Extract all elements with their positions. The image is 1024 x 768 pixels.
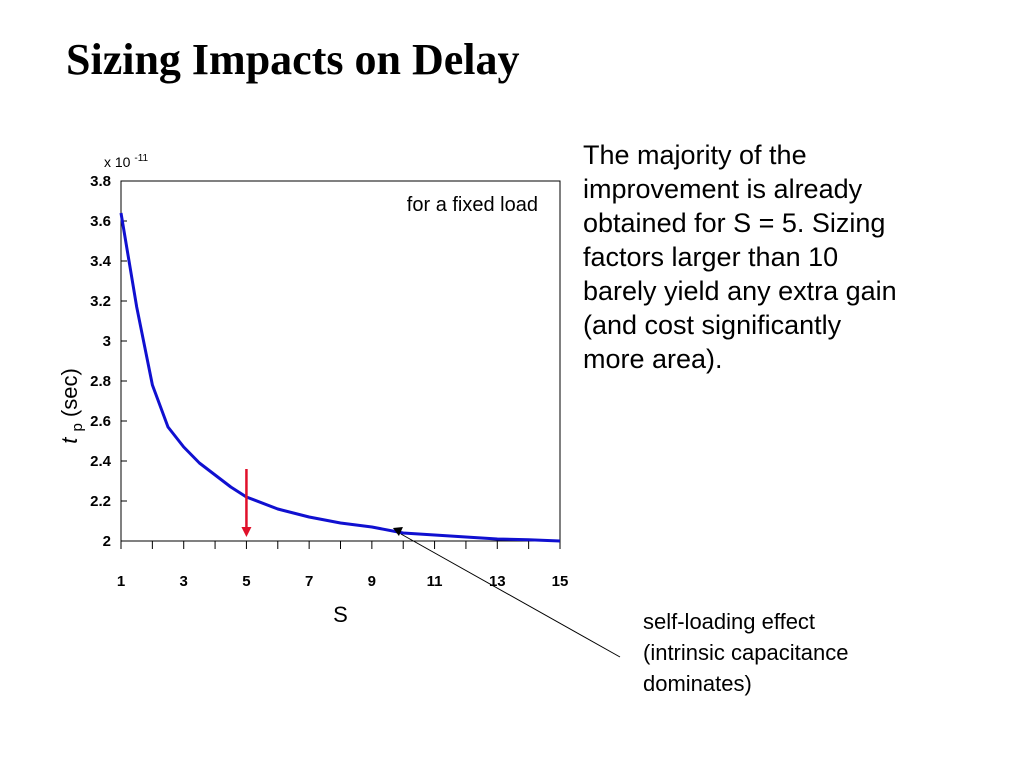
explanation-text: The majority of the improvement is alrea… bbox=[583, 140, 897, 374]
self-loading-callout: self-loading effect (intrinsic capacitan… bbox=[392, 527, 855, 696]
callout-line-3: dominates) bbox=[643, 671, 752, 696]
plot-frame bbox=[120, 180, 561, 542]
y-multiplier-base: x 10 bbox=[104, 154, 131, 170]
y-multiplier-exponent: -11 bbox=[134, 153, 148, 164]
x-tick-label: 15 bbox=[552, 573, 569, 590]
x-tick-label: 1 bbox=[117, 573, 125, 590]
y-axis-ticks: 2 2.2 2.4 2.6 2.8 3 3.2 3.4 3.6 3.8 bbox=[90, 173, 127, 550]
series-line bbox=[119, 212, 561, 543]
callout-arrow-head bbox=[392, 527, 403, 536]
callout-text: self-loading effect (intrinsic capacitan… bbox=[643, 609, 855, 696]
x-tick-label: 3 bbox=[180, 573, 188, 590]
y-tick-label: 2 bbox=[103, 533, 111, 550]
y-tick-label: 3.4 bbox=[90, 253, 112, 270]
y-tick-label: 2.4 bbox=[90, 453, 112, 470]
series-layer bbox=[119, 212, 561, 543]
x-tick-label: 5 bbox=[242, 573, 250, 590]
y-tick-label: 2.2 bbox=[90, 493, 111, 510]
optimum-arrow bbox=[241, 469, 252, 537]
x-axis-title: S bbox=[333, 602, 348, 627]
y-tick-label: 3 bbox=[103, 333, 111, 350]
y-axis-title: t p (sec) bbox=[57, 368, 87, 444]
fixed-load-note: for a fixed load bbox=[407, 194, 538, 216]
y-tick-label: 2.8 bbox=[90, 373, 111, 390]
y-tick-label: 3.6 bbox=[90, 213, 111, 230]
x-tick-label: 13 bbox=[489, 573, 506, 590]
callout-line-1: self-loading effect bbox=[643, 609, 815, 634]
y-axis-title-symbol: t bbox=[57, 437, 82, 444]
x-tick-label: 9 bbox=[368, 573, 376, 590]
optimum-arrow-head bbox=[241, 527, 252, 537]
x-axis-ticks: 1 3 5 7 9 11 13 15 bbox=[117, 541, 569, 590]
y-tick-label: 2.6 bbox=[90, 413, 111, 430]
y-tick-label: 3.2 bbox=[90, 293, 111, 310]
x-tick-label: 7 bbox=[305, 573, 313, 590]
x-tick-label: 11 bbox=[427, 573, 443, 590]
slide-title: Sizing Impacts on Delay bbox=[66, 35, 520, 84]
y-tick-label: 3.8 bbox=[90, 173, 111, 190]
y-axis-title-subscript: p bbox=[69, 423, 86, 431]
callout-leader-line bbox=[400, 533, 621, 658]
callout-line-2: (intrinsic capacitance bbox=[643, 640, 848, 665]
y-axis-multiplier: x 10 -11 bbox=[104, 153, 149, 170]
y-axis-title-unit: (sec) bbox=[57, 368, 82, 417]
